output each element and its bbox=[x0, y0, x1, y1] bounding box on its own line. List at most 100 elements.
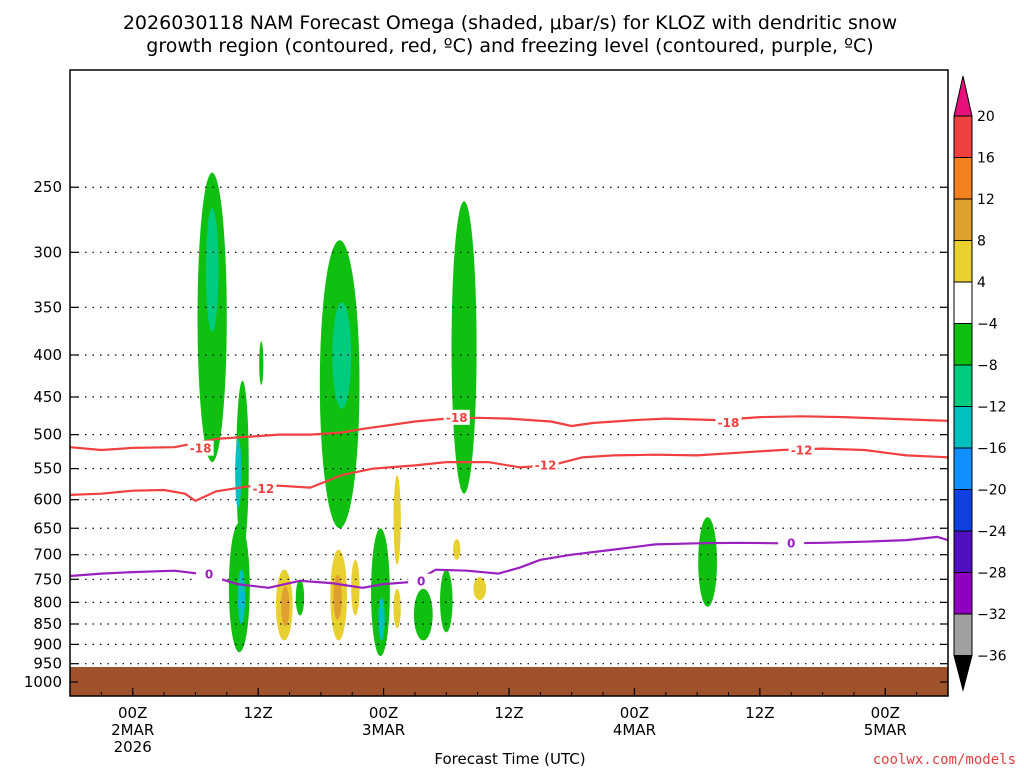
temperature-contours: -18 -18 -18 -12 -12 -12 0 0 0 bbox=[70, 409, 948, 589]
contour-label--12C-2: -12 bbox=[791, 444, 813, 458]
colorbar-label-1: 16 bbox=[977, 151, 995, 167]
colorbar-swatch-3 bbox=[953, 240, 973, 283]
colorbar-swatch-9 bbox=[953, 489, 973, 532]
y-tick-label-850: 850 bbox=[33, 615, 62, 633]
pressure-axis: 250 300 350 400 450 500 550 600 650 700 750 800 850 9… bbox=[24, 178, 948, 691]
contour-label-bg--12C-2 bbox=[788, 442, 815, 458]
omega-region-3 bbox=[235, 438, 242, 509]
colorbar-swatch-0 bbox=[953, 115, 973, 158]
x-tick-label-0-0: 00Z bbox=[118, 704, 147, 722]
x-axis-label: Forecast Time (UTC) bbox=[434, 750, 585, 768]
colorbar-label-9: −20 bbox=[977, 483, 1007, 499]
omega-region-4 bbox=[259, 341, 264, 385]
credit-text: coolwx.com/models bbox=[873, 752, 1016, 768]
colorbar-top-triangle bbox=[953, 75, 973, 117]
omega-region-23 bbox=[453, 539, 461, 560]
x-tick-label-5-0: 12Z bbox=[745, 704, 774, 722]
colorbar-swatch-4 bbox=[953, 281, 973, 324]
omega-region-13 bbox=[413, 588, 433, 641]
contour-label-bg--18C-2 bbox=[715, 415, 742, 431]
colorbar: 20 16 12 8 4 −4 −8 −12 −16 −20 −24 −28 −32 −36 bbox=[953, 75, 1007, 692]
omega-region-17 bbox=[281, 586, 290, 627]
contour-label-bg--18C-1 bbox=[443, 409, 470, 425]
y-tick-label-550: 550 bbox=[33, 460, 62, 478]
y-tick-label-700: 700 bbox=[33, 546, 62, 564]
omega-region-10 bbox=[295, 579, 305, 616]
contour-label--12C-0: -12 bbox=[253, 482, 275, 496]
omega-region-12 bbox=[378, 597, 385, 641]
omega-region-1 bbox=[205, 208, 219, 332]
colorbar-label-10: −24 bbox=[977, 524, 1007, 540]
colorbar-label-3: 8 bbox=[977, 234, 986, 250]
y-tick-label-900: 900 bbox=[33, 635, 62, 653]
y-tick-label-650: 650 bbox=[33, 519, 62, 537]
contour-label--18C-0: -18 bbox=[190, 442, 212, 456]
contour-label-0C-1: 0 bbox=[417, 575, 425, 589]
y-tick-label-750: 750 bbox=[33, 570, 62, 588]
y-tick-label-400: 400 bbox=[33, 346, 62, 364]
contour-label-0C-2: 0 bbox=[787, 536, 795, 550]
colorbar-swatch-10 bbox=[953, 530, 973, 573]
colorbar-swatch-8 bbox=[953, 447, 973, 490]
colorbar-label-6: −8 bbox=[977, 358, 998, 374]
colorbar-label-2: 12 bbox=[977, 192, 995, 208]
contour-label--18C-2: -18 bbox=[718, 416, 740, 430]
omega-region-21 bbox=[393, 475, 401, 565]
colorbar-swatch-11 bbox=[953, 572, 973, 615]
omega-region-22 bbox=[393, 588, 401, 629]
contour-label-bg-0C-0 bbox=[196, 566, 223, 582]
contour-label--12C-1: -12 bbox=[535, 458, 557, 472]
x-tick-label-4-0: 00Z bbox=[620, 704, 649, 722]
contour-label-bg--12C-0 bbox=[250, 480, 277, 496]
x-tick-label-6-1: 5MAR bbox=[864, 721, 907, 739]
chart-title-line-1: 2026030118 NAM Forecast Omega (shaded, μ… bbox=[123, 12, 897, 34]
y-tick-label-600: 600 bbox=[33, 491, 62, 509]
omega-region-15 bbox=[698, 517, 718, 607]
x-tick-label-2-1: 3MAR bbox=[362, 721, 405, 739]
colorbar-swatch-12 bbox=[953, 613, 973, 656]
colorbar-label-0: 20 bbox=[977, 109, 995, 125]
x-tick-label-2-0: 00Z bbox=[369, 704, 398, 722]
colorbar-swatch-1 bbox=[953, 157, 973, 200]
colorbar-label-7: −12 bbox=[977, 400, 1007, 416]
contour-label-bg-0C-1 bbox=[408, 573, 435, 589]
colorbar-label-13: −36 bbox=[977, 649, 1007, 665]
colorbar-bottom-triangle bbox=[953, 655, 973, 692]
y-tick-label-1000: 1000 bbox=[24, 673, 62, 691]
omega-region-14 bbox=[440, 569, 453, 633]
y-tick-label-300: 300 bbox=[33, 243, 62, 261]
chart-title-line-2: growth region (contoured, red, ºC) and f… bbox=[146, 35, 873, 57]
colorbar-label-12: −32 bbox=[977, 607, 1007, 623]
y-tick-label-350: 350 bbox=[33, 298, 62, 316]
colorbar-label-8: −16 bbox=[977, 441, 1007, 457]
y-tick-label-450: 450 bbox=[33, 388, 62, 406]
omega-region-7 bbox=[451, 201, 477, 494]
colorbar-swatch-5 bbox=[953, 323, 973, 366]
x-tick-label-4-1: 4MAR bbox=[613, 721, 656, 739]
y-tick-label-500: 500 bbox=[33, 426, 62, 444]
contour-label-bg-0C-2 bbox=[778, 535, 805, 551]
x-tick-label-0-1: 2MAR bbox=[111, 721, 154, 739]
omega-region-2 bbox=[236, 380, 249, 550]
colorbar-swatch-6 bbox=[953, 364, 973, 407]
omega-region-6 bbox=[332, 302, 352, 409]
y-tick-label-950: 950 bbox=[33, 655, 62, 673]
omega-region-19 bbox=[333, 574, 342, 620]
colorbar-swatch-7 bbox=[953, 406, 973, 449]
contour-label-bg--18C-0 bbox=[187, 440, 214, 456]
y-tick-label-800: 800 bbox=[33, 593, 62, 611]
x-tick-label-3-0: 12Z bbox=[494, 704, 523, 722]
contour-label-bg--12C-1 bbox=[532, 457, 559, 473]
colorbar-label-5: −4 bbox=[977, 317, 998, 333]
colorbar-swatch-2 bbox=[953, 198, 973, 241]
colorbar-label-4: 4 bbox=[977, 275, 986, 291]
contour-label-0C-0: 0 bbox=[205, 568, 213, 582]
omega-region-9 bbox=[237, 569, 246, 625]
y-tick-label-250: 250 bbox=[33, 178, 62, 196]
omega-region-24 bbox=[473, 576, 487, 601]
colorbar-label-11: −28 bbox=[977, 566, 1007, 582]
x-tick-label-1-0: 12Z bbox=[243, 704, 272, 722]
x-tick-label-6-0: 00Z bbox=[871, 704, 900, 722]
